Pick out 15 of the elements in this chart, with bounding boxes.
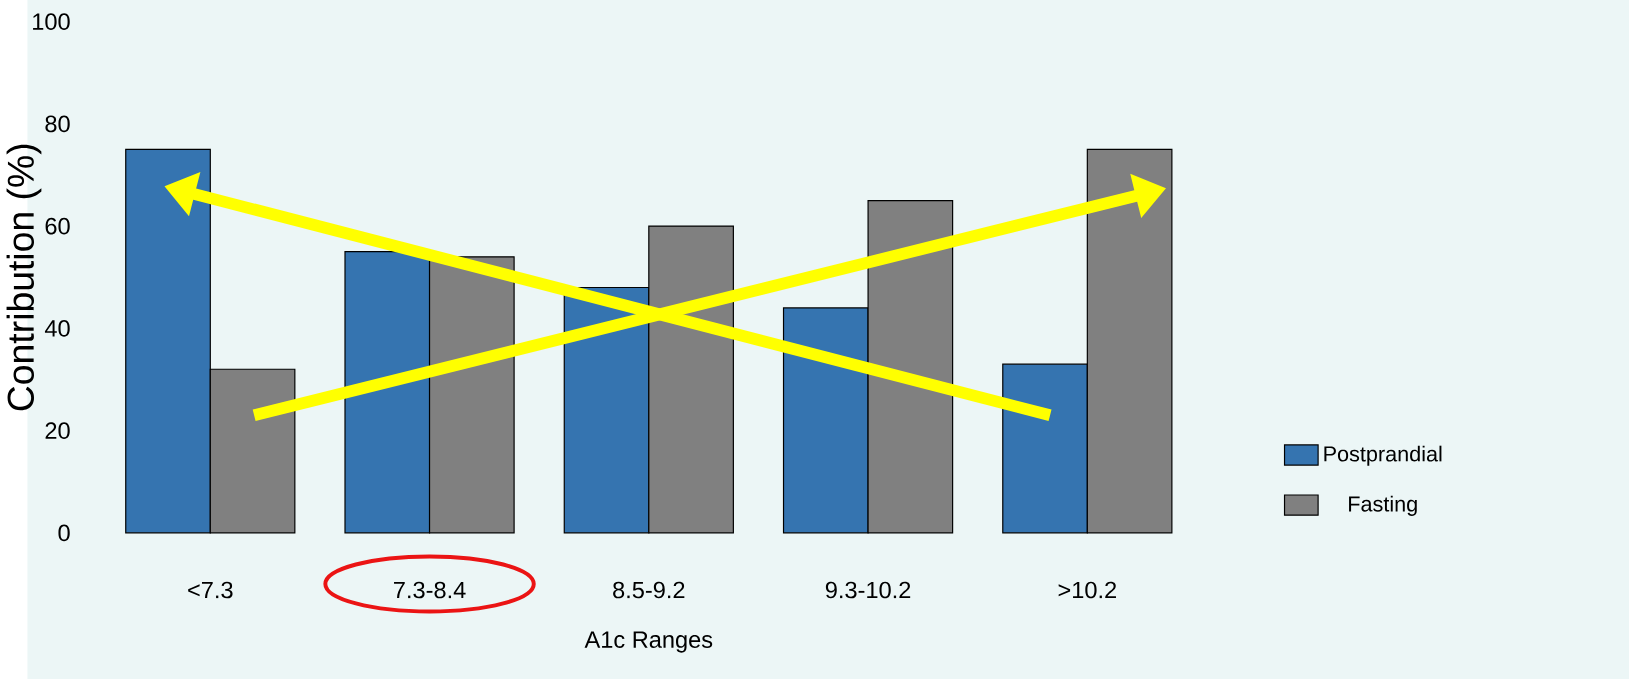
- y-axis-title: Contribution (%): [6, 144, 42, 411]
- x-tick-label: >10.2: [1058, 581, 1116, 599]
- y-tick-label: 60: [45, 217, 70, 235]
- y-tick-label: 20: [45, 422, 70, 439]
- x-tick-label: 8.5-9.2: [613, 581, 685, 599]
- x-axis-title: A1c Ranges: [584, 631, 713, 653]
- legend-label: Fasting: [1349, 495, 1417, 516]
- legend-label: Postprandial: [1324, 445, 1442, 466]
- x-tick-label: 7.3-8.4: [394, 581, 466, 599]
- x-tick-label: <7.3: [188, 581, 233, 599]
- y-tick-label: 40: [44, 319, 70, 337]
- y-tick-label: 0: [58, 524, 70, 542]
- x-tick-label: 9.3-10.2: [825, 581, 911, 599]
- y-tick-label: 80: [45, 115, 70, 133]
- y-tick-label: 100: [33, 13, 70, 30]
